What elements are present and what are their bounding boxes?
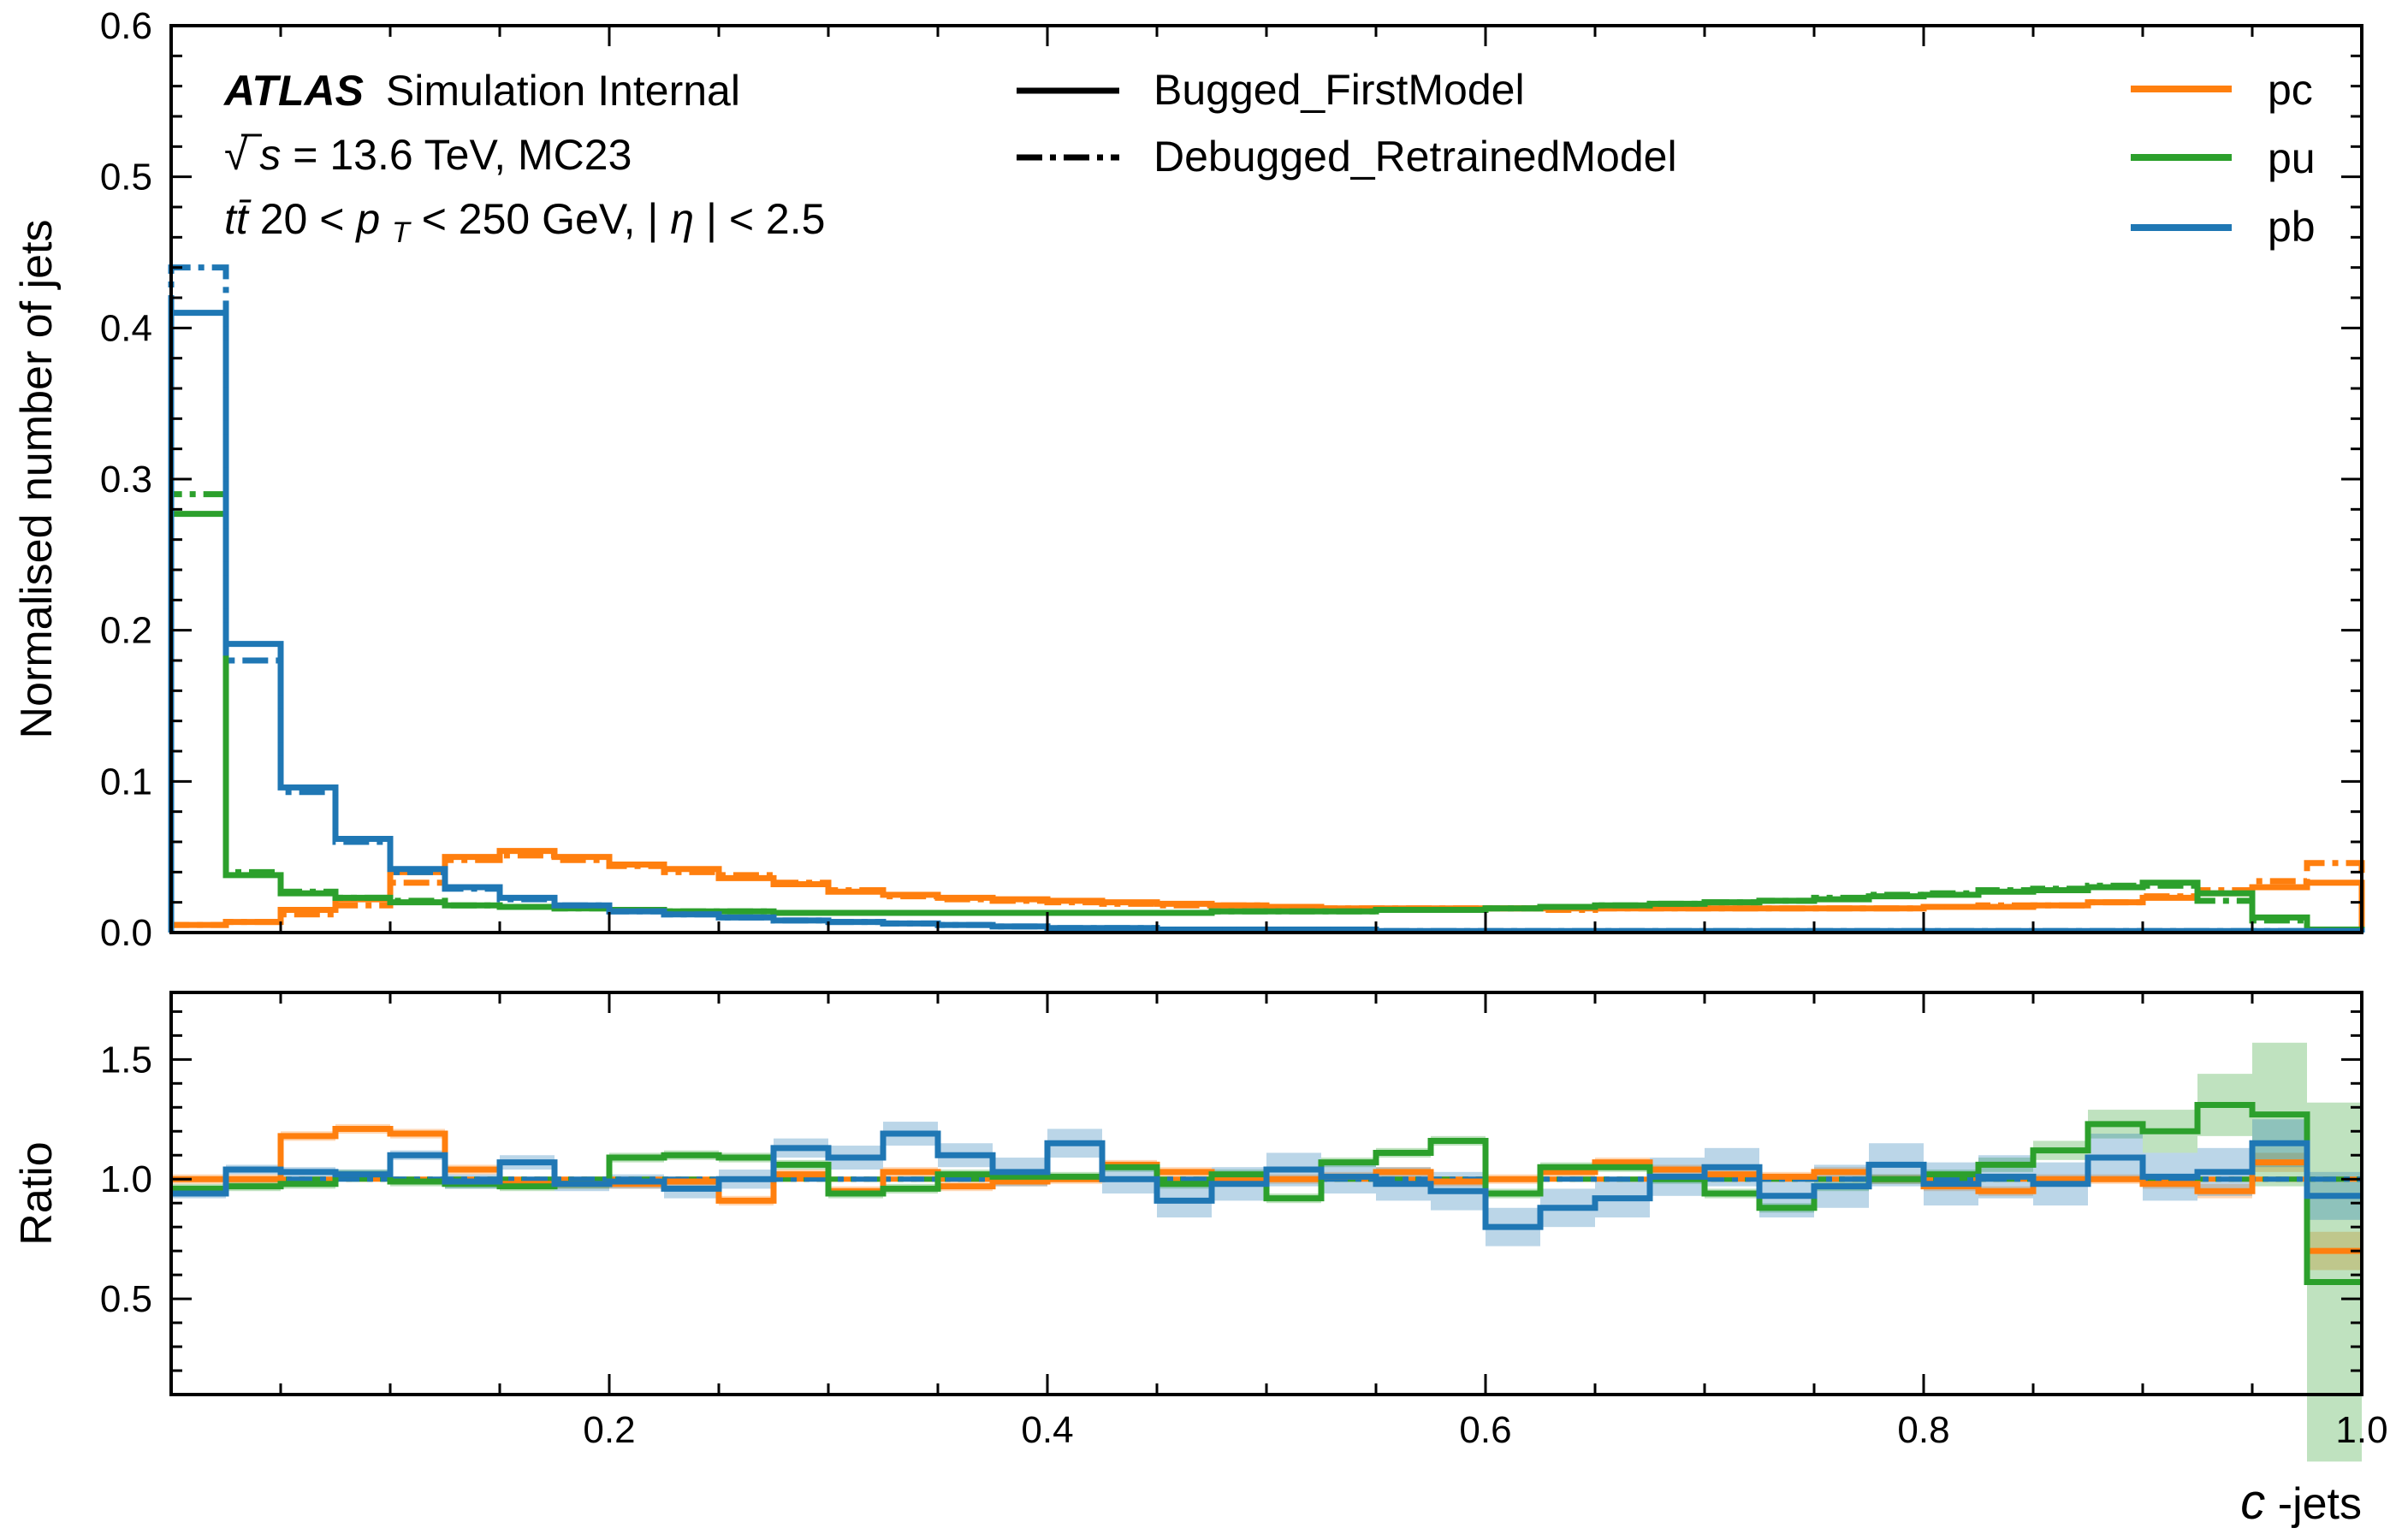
y-tick-label: 0.0 [100, 912, 152, 954]
pt-subscript: T [392, 216, 412, 249]
main-panel: 0.0 0.1 0.2 0.3 0.4 0.5 0.6 ATLAS Simulation I… [12, 5, 2365, 954]
x-axis-variable: c [2240, 1474, 2265, 1530]
ratio-histogram-pb [171, 1130, 2362, 1230]
y-tick-label: 1.0 [100, 1158, 152, 1200]
legend-debugged-label: Debugged_RetrainedModel [1154, 133, 1677, 181]
ratio-panel: 0.2 0.4 0.6 0.8 1.0 0.5 1.0 1.5 Ratio c -jets [12, 991, 2388, 1530]
pt-variable: p [354, 195, 380, 243]
y-tick-label: 0.5 [100, 157, 152, 198]
x-tick-label: 0.8 [1897, 1409, 1949, 1451]
selection-part-b: < 250 GeV, | [422, 195, 659, 243]
x-axis-label: c -jets [2240, 1474, 2362, 1530]
y-tick-label: 0.1 [100, 761, 152, 803]
legend-pc-label: pc [2268, 66, 2313, 114]
selection-part-c: | < 2.5 [706, 195, 825, 243]
process-label: tt̄ [224, 195, 252, 243]
atlas-status-text: Simulation Internal [386, 67, 740, 115]
ratio-histograms [171, 1101, 2362, 1286]
atlas-logo-text: ATLAS [222, 67, 364, 115]
class-legend: pc pu pb [2131, 66, 2316, 251]
legend-pb-label: pb [2268, 203, 2316, 251]
histogram-pc-debugged [168, 852, 2365, 933]
histogram-pu-bugged [168, 511, 2365, 933]
y-tick-label: 1.5 [100, 1039, 152, 1081]
y-tick-label: 0.4 [100, 307, 152, 349]
energy-value: = 13.6 TeV, MC23 [293, 131, 632, 179]
x-axis-suffix: -jets [2278, 1479, 2362, 1529]
model-legend: Bugged_FirstModel Debugged_RetrainedMode… [1017, 66, 1677, 181]
selection-label: tt̄ 20 < p T < 250 GeV, | η | < 2.5 [224, 195, 825, 252]
main-y-axis-label: Normalised number of jets [12, 220, 62, 739]
y-tick-label: 0.3 [100, 459, 152, 500]
sqrt-symbol: √ [224, 131, 248, 179]
x-tick-label: 0.4 [1021, 1409, 1073, 1451]
selection-part-a: 20 < [260, 195, 357, 243]
legend-pu-label: pu [2268, 134, 2316, 182]
y-tick-label: 0.6 [100, 5, 152, 47]
main-plot-frame [169, 24, 2363, 934]
ratio-y-axis-label: Ratio [12, 1141, 62, 1245]
eta-variable: η [670, 195, 694, 243]
y-tick-label: 0.2 [100, 610, 152, 652]
x-tick-label: 0.6 [1459, 1409, 1511, 1451]
x-tick-label: 0.2 [583, 1409, 635, 1451]
ratio-ticks: 0.2 0.4 0.6 0.8 1.0 0.5 1.0 1.5 [100, 992, 2388, 1451]
energy-variable: s [259, 131, 281, 179]
x-tick-label: 1.0 [2335, 1409, 2387, 1451]
atlas-label: ATLAS Simulation Internal [222, 67, 740, 115]
y-tick-label: 0.5 [100, 1278, 152, 1320]
main-ticks: 0.0 0.1 0.2 0.3 0.4 0.5 0.6 [100, 5, 2362, 954]
energy-label: √ s = 13.6 TeV, MC23 [224, 131, 632, 179]
ratio-plot-frame [169, 991, 2363, 1396]
histogram-pu-debugged [168, 491, 2365, 933]
legend-bugged-label: Bugged_FirstModel [1154, 66, 1525, 114]
